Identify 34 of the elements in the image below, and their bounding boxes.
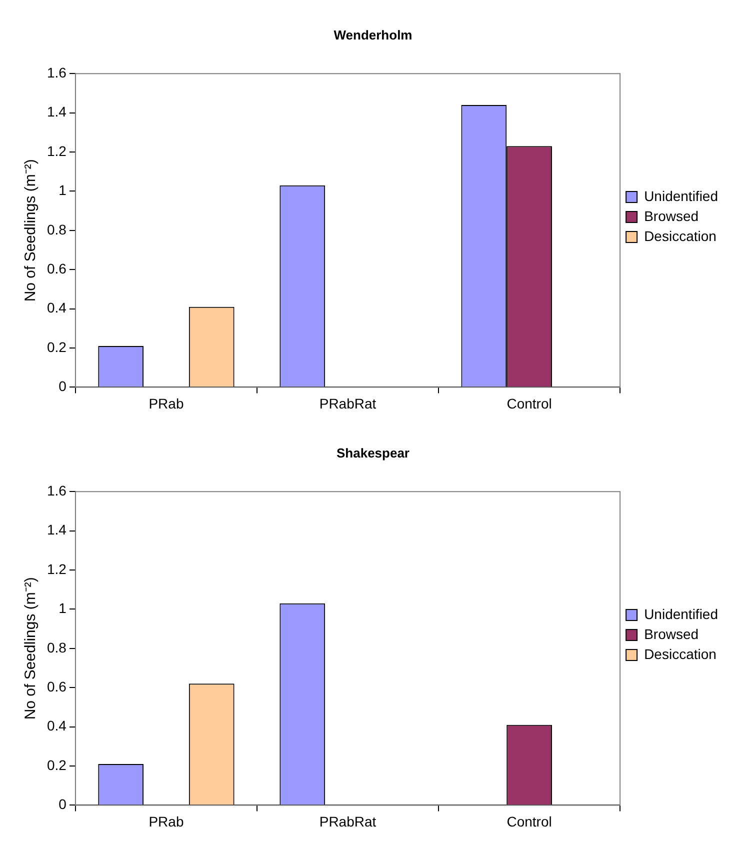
y-tick-label: 0 <box>58 796 67 812</box>
chart-title: Wenderholm <box>334 27 412 42</box>
y-axis-title: No of Seedlings (m⁻²) <box>22 577 40 720</box>
x-tick-label: PRabRat <box>319 813 376 830</box>
y-tick-label: 1.4 <box>46 522 67 538</box>
y-tick-label: 0.4 <box>46 300 67 316</box>
y-tick-label: 1.6 <box>46 482 67 498</box>
y-tick-label: 0.2 <box>46 338 67 355</box>
legend-label: Unidentified <box>644 606 718 622</box>
x-tick-label: PRabRat <box>319 395 376 412</box>
x-tick-label: Control <box>506 813 552 830</box>
y-tick-label: 0.6 <box>46 678 67 694</box>
y-tick-label: 1.6 <box>46 64 67 80</box>
y-axis-title: No of Seedlings (m⁻²) <box>22 159 40 302</box>
y-tick-label: 0.8 <box>46 639 67 656</box>
y-tick-label: 0.6 <box>46 260 67 276</box>
y-tick-label: 1 <box>58 182 67 198</box>
legend-label: Unidentified <box>644 188 718 204</box>
y-tick-label: 0.4 <box>46 718 67 734</box>
y-tick-label: 1.2 <box>46 142 67 159</box>
legend-label: Browsed <box>644 626 699 642</box>
y-tick-label: 0.8 <box>46 221 67 238</box>
y-tick-label: 0 <box>58 378 67 394</box>
legend-label: Browsed <box>644 208 699 224</box>
y-tick-label: 1.4 <box>46 104 67 120</box>
x-tick-label: Control <box>506 395 552 412</box>
y-tick-label: 0.2 <box>46 756 67 773</box>
x-tick-label: PRab <box>148 813 184 830</box>
y-tick-label: 1 <box>58 600 67 616</box>
x-tick-label: PRab <box>148 395 184 412</box>
y-tick-label: 1.2 <box>46 560 67 577</box>
legend-label: Desiccation <box>644 646 716 662</box>
legend-label: Desiccation <box>644 228 716 244</box>
chart-title: Shakespear <box>336 445 410 460</box>
